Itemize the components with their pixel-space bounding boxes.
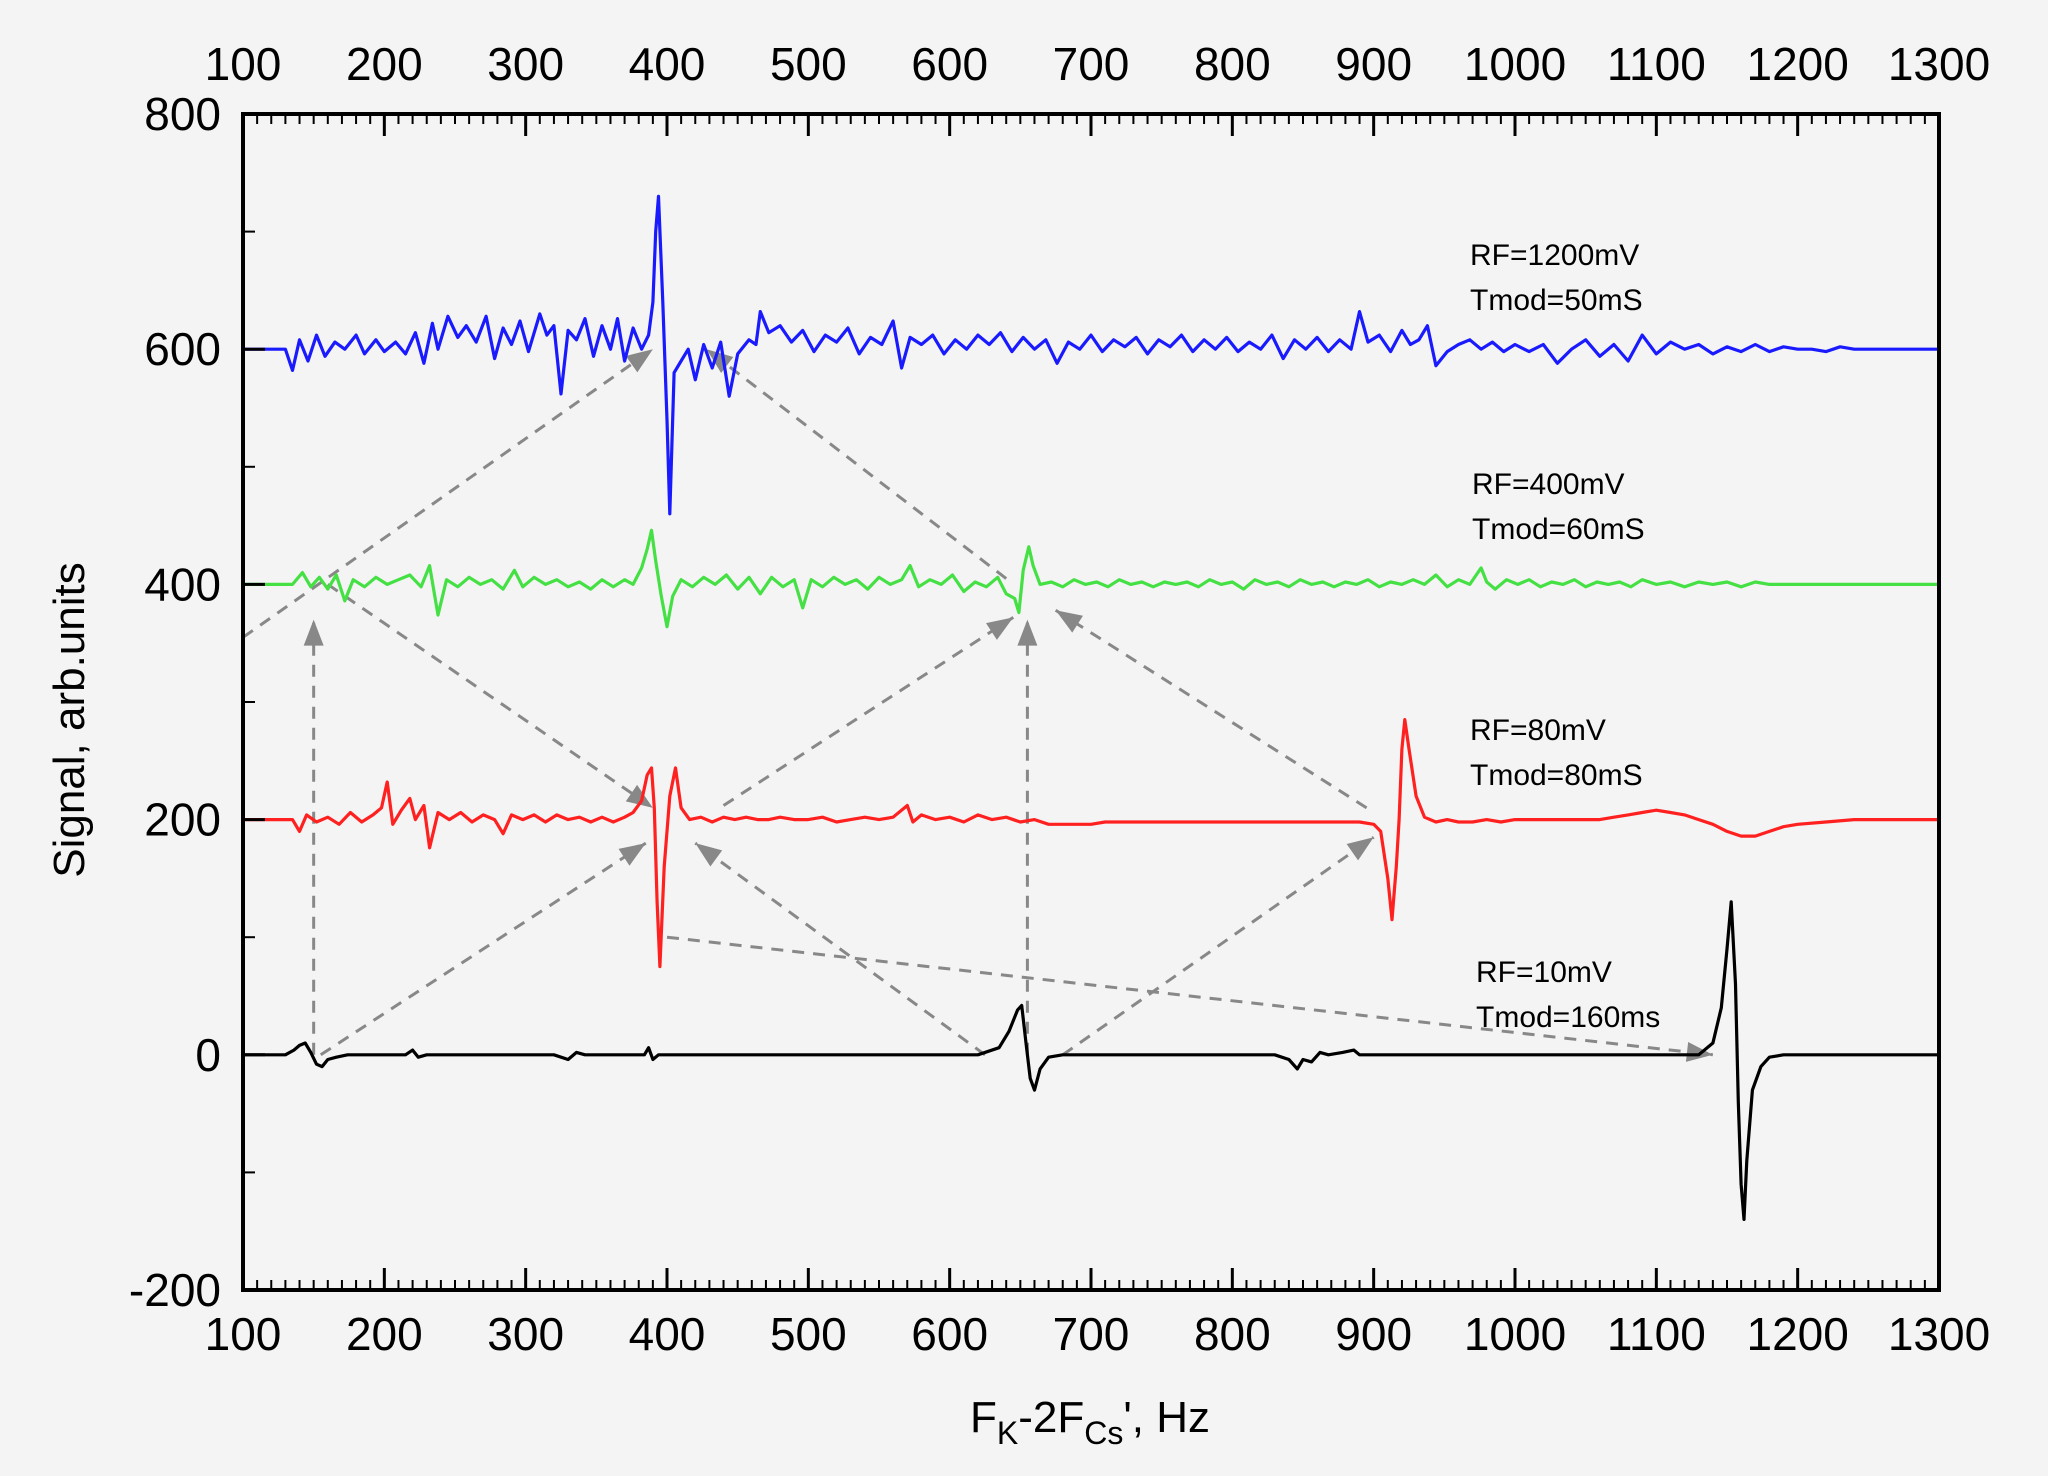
series-label-line: RF=10mV [1476, 956, 1612, 989]
dashed-arrow-line [1054, 609, 1368, 810]
arrow-head [1017, 619, 1038, 646]
arrow-head [986, 617, 1014, 640]
plot-frame [241, 112, 1941, 1292]
x-tick-label-bottom: 600 [911, 1308, 988, 1360]
y-tick-label: 400 [144, 558, 221, 610]
x-tick-label-bottom: 1000 [1464, 1308, 1566, 1360]
x-tick-label-bottom: 900 [1335, 1308, 1412, 1360]
dashed-arrow-line [722, 616, 1015, 807]
arrow-head [625, 349, 653, 373]
x-axis-title-sub-k: K [997, 1415, 1018, 1451]
x-tick-label-top: 700 [1053, 38, 1130, 90]
x-tick-label-top: 300 [487, 38, 564, 90]
series-layer [243, 194, 1939, 1221]
series-line-0 [243, 194, 1939, 516]
x-tick-label-bottom: 200 [346, 1308, 423, 1360]
axes-layer [241, 112, 1941, 1292]
arrow-head [618, 843, 646, 866]
x-tick-label-top: 900 [1335, 38, 1412, 90]
y-tick-label: 200 [144, 794, 221, 846]
dashed-arrow-line [319, 841, 647, 1057]
series-label-line: Tmod=60mS [1472, 513, 1645, 546]
x-tick-label-top: 400 [629, 38, 706, 90]
x-axis-title: FK-2FCs', Hz [970, 1393, 1210, 1451]
x-tick-label-top: 100 [205, 38, 282, 90]
x-tick-label-bottom: 700 [1053, 1308, 1130, 1360]
dashed-arrow-line [694, 841, 986, 1057]
arrow-head [1685, 1041, 1713, 1062]
x-tick-label-top: 1000 [1464, 38, 1566, 90]
dashed-arrow-line [666, 935, 1714, 1057]
arrow-head [1055, 610, 1083, 633]
x-tick-label-bottom: 1100 [1607, 1308, 1706, 1360]
x-tick-label-bottom: 1200 [1746, 1308, 1848, 1360]
series-label-line: RF=80mV [1470, 714, 1606, 747]
x-tick-label-top: 200 [346, 38, 423, 90]
x-tick-label-top: 1300 [1888, 38, 1990, 90]
x-tick-label-top: 1200 [1746, 38, 1848, 90]
x-tick-label-bottom: 300 [487, 1308, 564, 1360]
y-axis-title: Signal, arb.units [45, 562, 94, 878]
series-line-3 [243, 900, 1939, 1221]
dashed-arrow-line [242, 347, 654, 639]
arrow-head [625, 784, 653, 808]
arrow-head [1346, 837, 1374, 861]
dashed-arrow-line [1061, 836, 1375, 1057]
x-axis-title-sub-cs: Cs [1084, 1415, 1123, 1451]
x-tick-label-top: 500 [770, 38, 847, 90]
arrow-head [695, 843, 723, 867]
series-line-1 [243, 528, 1939, 629]
y-tick-label: 800 [144, 88, 221, 140]
ticks-layer: 100 100 200 200 300 300 400 400 500 500 600 600 700 7… [129, 38, 1990, 1360]
x-tick-label-bottom: 500 [770, 1308, 847, 1360]
arrow-head [303, 619, 324, 646]
series-label-line: Tmod=160ms [1476, 1001, 1660, 1034]
x-tick-label-bottom: 800 [1194, 1308, 1271, 1360]
dashed-arrow-line [326, 583, 654, 810]
arrows-layer [242, 347, 1714, 1062]
x-tick-label-top: 800 [1194, 38, 1271, 90]
series-line-2 [243, 718, 1939, 969]
x-tick-label-bottom: 100 [205, 1308, 282, 1360]
x-axis-title-f: F [970, 1393, 997, 1442]
y-tick-label: -200 [129, 1264, 221, 1316]
series-label-line: Tmod=50mS [1470, 284, 1643, 317]
x-tick-label-bottom: 1300 [1888, 1308, 1990, 1360]
x-axis-title-tail: ', Hz [1123, 1393, 1210, 1442]
series-labels: RF=1200mV Tmod=50mS RF=400mV Tmod=60mS RF=80… [1470, 239, 1660, 1034]
dashed-arrow-line [705, 348, 1008, 580]
x-axis-title-mid: -2F [1018, 1393, 1084, 1442]
x-tick-label-bottom: 400 [629, 1308, 706, 1360]
y-tick-label: 0 [195, 1029, 221, 1081]
series-label-line: RF=400mV [1472, 468, 1625, 501]
y-tick-label: 600 [144, 323, 221, 375]
x-tick-label-top: 1100 [1607, 38, 1706, 90]
series-label-line: RF=1200mV [1470, 239, 1639, 272]
x-tick-label-top: 600 [911, 38, 988, 90]
series-label-line: Tmod=80mS [1470, 759, 1643, 792]
arrow-head [706, 349, 734, 373]
